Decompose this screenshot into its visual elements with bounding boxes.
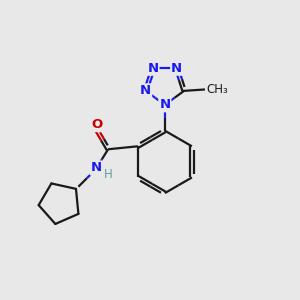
Text: N: N bbox=[147, 62, 158, 75]
Text: N: N bbox=[91, 161, 102, 175]
Text: H: H bbox=[104, 168, 112, 181]
Text: N: N bbox=[159, 98, 170, 111]
Text: O: O bbox=[91, 118, 102, 131]
Text: CH₃: CH₃ bbox=[206, 83, 228, 96]
Text: N: N bbox=[171, 62, 182, 75]
Text: N: N bbox=[140, 84, 151, 98]
